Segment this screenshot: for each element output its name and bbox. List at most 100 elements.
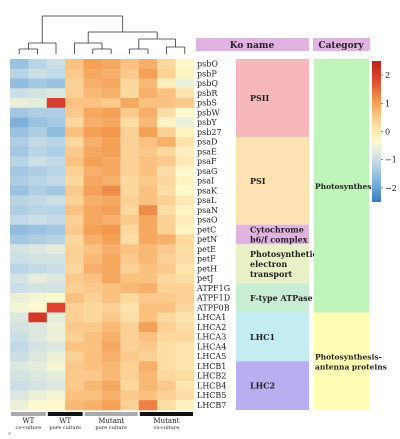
heatmap-cell: [157, 361, 176, 372]
heatmap-cell: [83, 380, 103, 391]
heatmap-cell: [175, 185, 195, 196]
row-labels: psbOpsbPpsbQpsbRpsbSpsbWpsbYpsb27psaDpsa…: [196, 60, 230, 410]
heatmap-cell: [175, 117, 195, 128]
heatmap-cell: [10, 234, 29, 245]
sample-group-label: WT: [22, 417, 34, 425]
heatmap-cell: [157, 254, 176, 265]
heatmap-cell: [10, 341, 29, 352]
heatmap-cell: [83, 332, 103, 343]
category-groups: Photosynthesis Photosynthesis-antenna pro…: [314, 59, 387, 410]
heatmap-cell: [83, 263, 103, 274]
heatmap-cell: [175, 59, 195, 70]
heatmap-cell: [65, 185, 84, 196]
heatmap-cell: [175, 341, 195, 352]
heatmap-cell: [102, 156, 121, 167]
heatmap-cell: [10, 127, 29, 138]
heatmap-cell: [10, 59, 29, 70]
heatmap-cell: [10, 302, 29, 313]
heatmap-cell: [28, 205, 48, 216]
heatmap-cell: [157, 322, 176, 333]
heatmap-cell: [28, 146, 48, 157]
row-label: psaF: [197, 157, 217, 166]
heatmap-cell: [83, 371, 103, 382]
heatmap-cell: [120, 322, 140, 333]
heatmap-cell: [157, 166, 176, 177]
heatmap-cell: [10, 371, 29, 382]
category-box: [314, 59, 369, 313]
heatmap-cell: [28, 312, 48, 323]
heatmap-cell: [65, 371, 84, 382]
heatmap-cell: [175, 302, 195, 313]
heatmap-cell: [28, 117, 48, 128]
heatmap-cell: [28, 244, 48, 255]
ko-group-label: PSI: [250, 176, 266, 186]
sample-group-sublabel: co-culture: [16, 425, 42, 431]
heatmap-cell: [28, 59, 48, 70]
heatmap-cell: [28, 127, 48, 138]
heatmap-cell: [10, 195, 29, 206]
heatmap-cell: [157, 185, 176, 196]
sample-group-bar: [11, 412, 46, 416]
heatmap-cell: [157, 273, 176, 284]
heatmap-cell: [157, 390, 176, 401]
heatmap-cell: [83, 98, 103, 109]
heatmap-cell: [120, 371, 140, 382]
heatmap-cell: [157, 68, 176, 79]
heatmap-cell: [102, 244, 121, 255]
heatmap-cell: [83, 293, 103, 304]
heatmap-cell: [175, 195, 195, 206]
row-label: petE: [197, 245, 216, 254]
heatmap-cell: [138, 283, 158, 294]
heatmap-cell: [120, 68, 140, 79]
heatmap-cell: [175, 361, 195, 372]
heatmap-cell: [10, 293, 29, 304]
row-label: psaG: [197, 167, 217, 176]
heatmap-cell: [138, 98, 158, 109]
heatmap-cell: [46, 322, 66, 333]
heatmap-cell: [157, 234, 176, 245]
heatmap-cell: [65, 273, 84, 284]
heatmap-cell: [28, 273, 48, 284]
row-label: psaI: [197, 177, 214, 186]
heatmap-cell: [83, 390, 103, 401]
heatmap-cell: [102, 361, 121, 372]
heatmap-cell: [138, 234, 158, 245]
heatmap-cell: [138, 146, 158, 157]
heatmap-cell: [65, 293, 84, 304]
row-label: LHCA5: [197, 352, 226, 361]
heatmap-cell: [46, 312, 66, 323]
heatmap-cell: [102, 380, 121, 391]
heatmap-cell: [175, 263, 195, 274]
heatmap-cell: [10, 400, 29, 411]
ko-group-label: LHC2: [250, 381, 275, 391]
heatmap-cell: [102, 215, 121, 226]
heatmap-cell: [138, 156, 158, 167]
heatmap-cell: [10, 166, 29, 177]
heatmap-cell: [10, 68, 29, 79]
heatmap-cell: [102, 263, 121, 274]
heatmap-cell: [65, 263, 84, 274]
heatmap-cell: [28, 254, 48, 265]
heatmap-cell: [46, 205, 66, 216]
row-label: LHCA2: [197, 323, 226, 332]
heatmap-cell: [10, 224, 29, 235]
heatmap-cell: [46, 273, 66, 284]
row-label: LHCA4: [197, 342, 226, 351]
heatmap-cell: [102, 146, 121, 157]
heatmap-cell: [28, 390, 48, 401]
heatmap-cell: [120, 98, 140, 109]
heatmap-cell: [46, 117, 66, 128]
heatmap-cell: [120, 351, 140, 362]
heatmap-cell: [83, 78, 103, 89]
heatmap-cell: [157, 88, 176, 99]
heatmap-cell: [10, 205, 29, 216]
heatmap-cell: [83, 117, 103, 128]
heatmap-cell: [102, 400, 121, 411]
heatmap-cell: [138, 185, 158, 196]
heatmap-cell: [175, 293, 195, 304]
heatmap-cell: [46, 254, 66, 265]
sample-group-bar: [139, 412, 193, 416]
heatmap-cell: [83, 254, 103, 265]
